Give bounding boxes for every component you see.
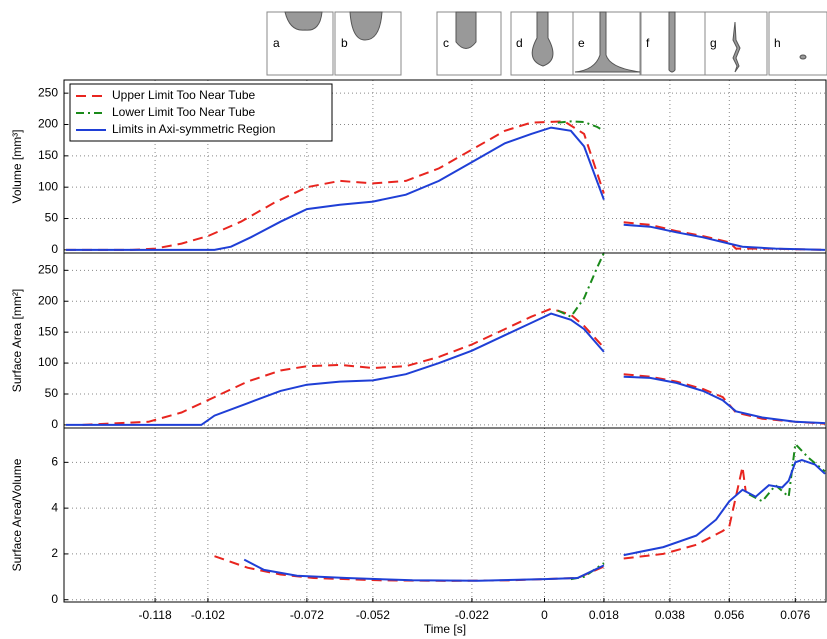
x-tick-label: 0.056 bbox=[714, 608, 744, 622]
x-tick-label: -0.072 bbox=[290, 608, 324, 622]
x-axis-label: Time [s] bbox=[424, 622, 466, 636]
y-tick-label: 0 bbox=[51, 592, 58, 606]
x-tick-label: 0.076 bbox=[780, 608, 810, 622]
plot-lines bbox=[66, 253, 826, 426]
droplet bbox=[799, 54, 807, 60]
y-tick-label: 0 bbox=[51, 242, 58, 256]
inset-label: e bbox=[578, 36, 585, 50]
plot-frame bbox=[63, 427, 827, 603]
y-tick-label: 200 bbox=[38, 293, 58, 307]
y-axis-label: Surface Area [mm²] bbox=[10, 289, 24, 392]
inset-label: b bbox=[341, 36, 348, 50]
y-tick-label: 50 bbox=[45, 386, 59, 400]
insets: a b c d e f g h bbox=[266, 11, 827, 76]
x-tick-label: -0.118 bbox=[139, 608, 172, 622]
y-tick-label: 100 bbox=[38, 179, 58, 193]
droplet bbox=[284, 11, 323, 31]
x-tick-label: 0.038 bbox=[655, 608, 685, 622]
x-tick-label: -0.102 bbox=[191, 608, 225, 622]
plot-lines bbox=[66, 120, 826, 251]
y-tick-label: 200 bbox=[38, 117, 58, 131]
series-line bbox=[82, 307, 826, 426]
series-line bbox=[214, 466, 747, 582]
x-tick-label: 0 bbox=[541, 608, 548, 622]
series-line bbox=[557, 253, 605, 318]
series-line bbox=[66, 126, 826, 251]
x-tick-label: -0.052 bbox=[356, 608, 390, 622]
droplet bbox=[732, 21, 741, 73]
y-tick-label: 2 bbox=[51, 546, 58, 560]
inset-label: d bbox=[516, 36, 523, 50]
y-tick-label: 250 bbox=[38, 85, 58, 99]
series-line bbox=[570, 441, 826, 581]
inset-label: g bbox=[710, 36, 717, 50]
y-tick-label: 0 bbox=[51, 417, 58, 431]
x-tick-label: 0.018 bbox=[589, 608, 619, 622]
legend-box bbox=[69, 83, 333, 142]
y-tick-label: 150 bbox=[38, 324, 58, 338]
droplet bbox=[349, 11, 383, 41]
inset-h bbox=[768, 11, 827, 76]
legend-label: Upper Limit Too Near Tube bbox=[112, 88, 256, 102]
x-tick-label: -0.022 bbox=[455, 608, 489, 622]
legend-label: Limits in Axi-symmetric Region bbox=[112, 122, 275, 136]
droplet bbox=[668, 11, 676, 73]
inset-label: a bbox=[273, 36, 280, 50]
inset-label: f bbox=[646, 36, 650, 50]
y-tick-label: 4 bbox=[51, 500, 58, 514]
y-tick-label: 250 bbox=[38, 262, 58, 276]
y-tick-label: 100 bbox=[38, 355, 58, 369]
y-tick-label: 150 bbox=[38, 148, 58, 162]
droplet bbox=[455, 11, 477, 49]
y-axis-label: Volume [mm³] bbox=[10, 129, 24, 203]
inset-label: c bbox=[443, 36, 449, 50]
droplet bbox=[531, 11, 554, 67]
series-line bbox=[557, 120, 605, 132]
inset-label: h bbox=[774, 36, 781, 50]
droplet bbox=[574, 11, 641, 73]
plot-frame bbox=[63, 252, 827, 429]
plot-lines bbox=[214, 441, 826, 582]
y-tick-label: 6 bbox=[51, 455, 58, 469]
y-tick-label: 50 bbox=[45, 211, 59, 225]
y-axis-label: Surface Area/Volume bbox=[10, 458, 24, 571]
series-line bbox=[243, 459, 826, 582]
series-line bbox=[66, 312, 826, 426]
legend-label: Lower Limit Too Near Tube bbox=[112, 105, 256, 119]
